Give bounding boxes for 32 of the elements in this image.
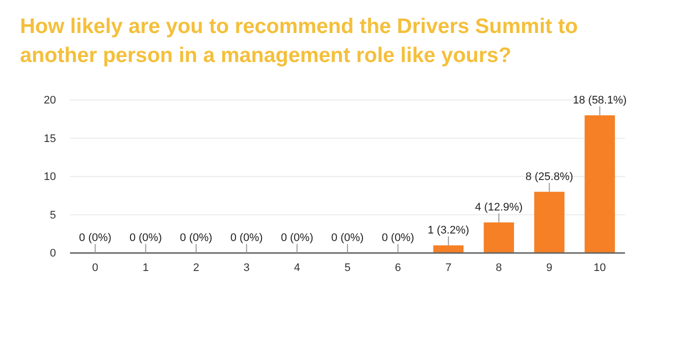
x-tick-label: 0 (92, 262, 98, 274)
chart-title: How likely are you to recommend the Drivers Summit to another person in a management role like yours? (20, 15, 578, 67)
data-label: 8 (25.8%) (525, 170, 574, 183)
data-label: 18 (58.1%) (572, 94, 627, 106)
y-tick-label: 10 (44, 171, 56, 184)
data-label: 0 (0%) (280, 232, 314, 244)
data-label: 1 (3.2%) (428, 224, 470, 236)
data-label: 0 (0%) (129, 232, 162, 244)
x-tick-label: 1 (142, 262, 149, 274)
x-tick-label: 8 (496, 262, 502, 274)
y-tick-label: 15 (44, 132, 56, 145)
bar (534, 192, 564, 253)
data-label: 0 (0%) (180, 232, 212, 244)
bar (584, 115, 615, 253)
y-tick-label: 0 (50, 248, 56, 260)
x-tick-label: 9 (546, 262, 552, 274)
y-tick-label: 5 (50, 209, 56, 222)
data-label: 4 (12.9%) (475, 201, 523, 214)
x-tick-label: 10 (594, 262, 606, 274)
x-tick-label: 7 (445, 262, 452, 274)
data-label: 0 (0%) (331, 232, 364, 244)
x-tick-label: 6 (394, 262, 402, 274)
bar (433, 245, 464, 253)
y-tick-label: 20 (44, 94, 56, 107)
x-tick-label: 3 (244, 262, 250, 274)
data-label: 0 (0%) (79, 232, 112, 244)
x-tick-label: 2 (193, 262, 200, 274)
x-tick-label: 5 (344, 262, 351, 274)
data-label: 0 (0%) (230, 232, 263, 244)
data-label: 0 (0%) (382, 232, 414, 244)
bar (484, 222, 514, 253)
x-tick-label: 4 (294, 262, 300, 274)
